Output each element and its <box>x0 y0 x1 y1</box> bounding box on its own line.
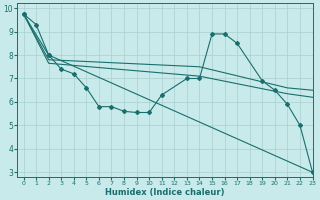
X-axis label: Humidex (Indice chaleur): Humidex (Indice chaleur) <box>105 188 225 197</box>
